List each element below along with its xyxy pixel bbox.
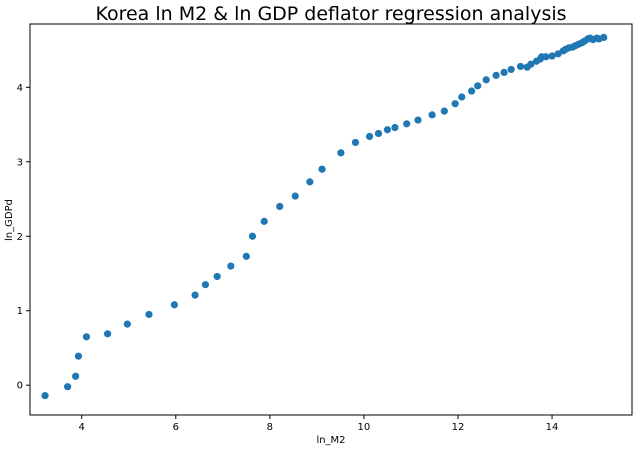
data-point <box>74 352 83 360</box>
data-point <box>104 330 112 338</box>
data-point <box>82 333 91 341</box>
y-tick-label: 1 <box>17 306 23 317</box>
y-axis-label: ln_GDPd <box>4 199 15 241</box>
data-point <box>428 111 436 119</box>
data-point <box>351 138 360 147</box>
data-point <box>468 87 476 95</box>
data-point <box>458 93 466 101</box>
data-point <box>145 310 153 319</box>
y-tick-label: 2 <box>17 232 23 243</box>
data-point <box>548 52 556 60</box>
data-point <box>391 123 399 132</box>
data-point <box>542 53 550 61</box>
y-tick-label: 0 <box>17 381 23 392</box>
data-point <box>482 76 490 84</box>
data-point <box>337 149 345 157</box>
data-point <box>527 60 535 68</box>
data-point <box>403 120 411 128</box>
data-point <box>227 262 235 270</box>
y-tick-label: 4 <box>17 83 23 94</box>
y-axis: 0 1 2 3 4 <box>17 83 30 392</box>
data-point <box>291 192 299 200</box>
data-point <box>383 126 392 134</box>
data-point <box>507 65 515 74</box>
data-point <box>500 68 508 77</box>
data-point <box>170 301 178 309</box>
chart-title: Korea ln M2 & ln GDP deflator regression… <box>95 3 566 25</box>
data-point <box>201 281 210 289</box>
data-point <box>374 129 383 138</box>
x-tick-label: 4 <box>79 422 85 433</box>
x-axis-label: ln_M2 <box>316 435 345 446</box>
data-point <box>451 100 459 108</box>
x-axis: 4 6 8 10 12 14 <box>79 415 559 433</box>
data-point <box>123 320 131 328</box>
x-tick-label: 10 <box>358 422 371 433</box>
x-tick-label: 6 <box>173 422 179 433</box>
x-tick-label: 14 <box>546 422 559 433</box>
data-point <box>318 165 326 173</box>
data-point <box>414 116 422 124</box>
data-point <box>276 202 284 211</box>
x-tick-label: 8 <box>267 422 273 433</box>
data-point <box>213 272 221 281</box>
data-point <box>365 132 374 141</box>
data-point <box>64 383 72 391</box>
data-point <box>306 178 314 186</box>
data-points <box>41 33 608 400</box>
data-point <box>72 372 80 380</box>
data-point <box>248 232 257 240</box>
data-point <box>474 82 482 90</box>
plot-area <box>29 23 633 416</box>
data-point <box>600 33 608 42</box>
data-point <box>440 107 448 115</box>
data-point <box>41 392 49 400</box>
y-tick-label: 3 <box>17 157 23 168</box>
data-point <box>492 71 500 79</box>
x-tick-label: 12 <box>452 422 465 433</box>
data-point <box>516 62 525 71</box>
data-point <box>242 252 250 260</box>
data-point <box>191 291 199 299</box>
data-point <box>260 217 268 225</box>
